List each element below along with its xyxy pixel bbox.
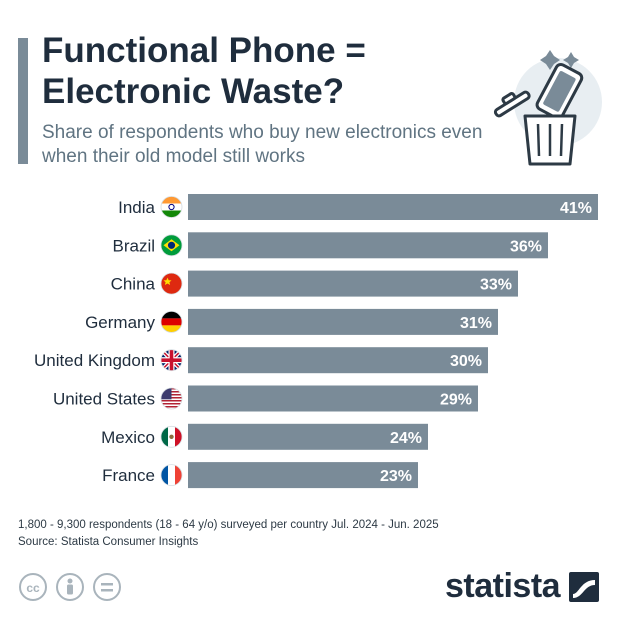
brand-wordmark: statista [445,567,561,605]
category-label: Brazil [112,236,155,255]
bar-row: China 33% [111,270,518,297]
chart-subtitle: Share of respondents who buy new electro… [42,122,483,167]
bar-row: India 41% [118,194,598,220]
category-label: France [102,466,155,485]
value-label: 24% [390,430,422,447]
india-flag-icon [160,196,183,218]
category-label: Mexico [101,428,155,447]
survey-note: 1,800 - 9,300 respondents (18 - 64 y/o) … [18,519,439,531]
value-label: 30% [450,353,482,370]
bar-chart: India 41% Brazil 36% China 33% Germany 31% Unite… [34,194,598,489]
svg-text:cc: cc [26,581,40,595]
bar-row: Mexico 24% [101,423,428,450]
statista-mark-icon [569,572,599,602]
bar [188,194,598,220]
category-label: China [111,275,156,294]
usa-flag-icon [160,387,183,410]
bar [188,308,498,335]
france-flag-icon [160,464,183,487]
equals-icon[interactable] [93,573,121,601]
bar [188,423,428,450]
value-label: 41% [560,200,592,217]
value-label: 23% [380,468,412,485]
trash-phone-illustration [493,50,602,166]
category-label: India [118,198,155,217]
sparkle-icon [563,52,579,68]
bar [188,462,418,489]
accent-bar [18,38,28,164]
bar [188,347,488,374]
uk-flag-icon [160,349,183,372]
category-label: United States [53,390,155,409]
person-icon[interactable] [56,573,84,601]
phone-icon [535,62,584,120]
cc-icon[interactable]: cc [19,573,47,601]
source-line: Source: Statista Consumer Insights [18,536,199,548]
license-icons: cc [19,573,121,601]
value-label: 33% [480,277,512,294]
germany-flag-icon [160,310,183,333]
bar [188,385,478,412]
china-flag-icon [160,272,183,295]
bar-row: United Kingdom 30% [34,347,488,374]
bar-row: United States 29% [53,385,478,412]
trash-can-icon [523,114,577,166]
category-label: Germany [85,313,155,332]
value-label: 36% [510,238,542,255]
bar [188,270,518,297]
brazil-flag-icon [160,234,183,257]
mexico-flag-icon [160,425,183,448]
chart-title: Functional Phone = Electronic Waste? [42,31,366,111]
trash-lid-icon [493,90,531,118]
sparkle-icon [540,50,560,70]
value-label: 29% [440,392,472,409]
bar-row: Germany 31% [85,308,498,335]
bar [188,232,548,259]
category-label: United Kingdom [34,351,155,370]
bar-row: Brazil 36% [112,232,548,259]
bar-row: France 23% [102,462,418,489]
statista-logo[interactable]: statista [445,566,605,606]
value-label: 31% [460,315,492,332]
